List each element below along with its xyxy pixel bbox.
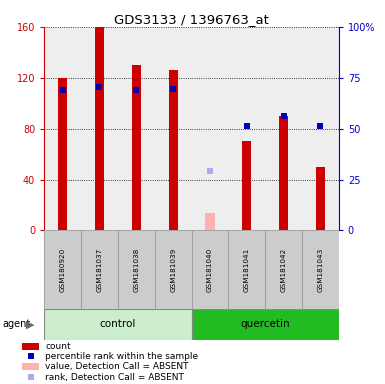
- Title: GDS3133 / 1396763_at: GDS3133 / 1396763_at: [114, 13, 269, 26]
- Text: GSM181042: GSM181042: [281, 248, 286, 292]
- Bar: [22, 363, 39, 370]
- Text: ▶: ▶: [26, 319, 35, 329]
- Text: count: count: [45, 342, 71, 351]
- Text: GSM181039: GSM181039: [170, 248, 176, 292]
- Bar: [95, 27, 104, 230]
- Bar: [44, 309, 192, 340]
- Bar: [58, 78, 67, 230]
- Bar: [81, 230, 118, 309]
- Text: rank, Detection Call = ABSENT: rank, Detection Call = ABSENT: [45, 372, 184, 382]
- Bar: [279, 116, 288, 230]
- Text: GSM181041: GSM181041: [244, 248, 250, 292]
- Bar: [316, 167, 325, 230]
- Bar: [265, 230, 302, 309]
- Bar: [192, 230, 228, 309]
- Text: GSM181038: GSM181038: [133, 248, 139, 292]
- Bar: [205, 213, 214, 230]
- Text: GSM181037: GSM181037: [97, 248, 102, 292]
- Text: agent: agent: [2, 319, 30, 329]
- Text: GSM181040: GSM181040: [207, 248, 213, 292]
- Text: control: control: [100, 319, 136, 329]
- Bar: [132, 65, 141, 230]
- Text: percentile rank within the sample: percentile rank within the sample: [45, 352, 199, 361]
- Text: quercetin: quercetin: [240, 319, 290, 329]
- Text: GSM181043: GSM181043: [317, 248, 323, 292]
- Bar: [44, 230, 81, 309]
- Bar: [22, 343, 39, 349]
- Bar: [169, 70, 178, 230]
- Bar: [192, 309, 339, 340]
- Text: GSM180920: GSM180920: [60, 248, 66, 292]
- Bar: [118, 230, 155, 309]
- Bar: [302, 230, 339, 309]
- Bar: [155, 230, 192, 309]
- Text: value, Detection Call = ABSENT: value, Detection Call = ABSENT: [45, 362, 189, 371]
- Bar: [228, 230, 265, 309]
- Bar: [242, 141, 251, 230]
